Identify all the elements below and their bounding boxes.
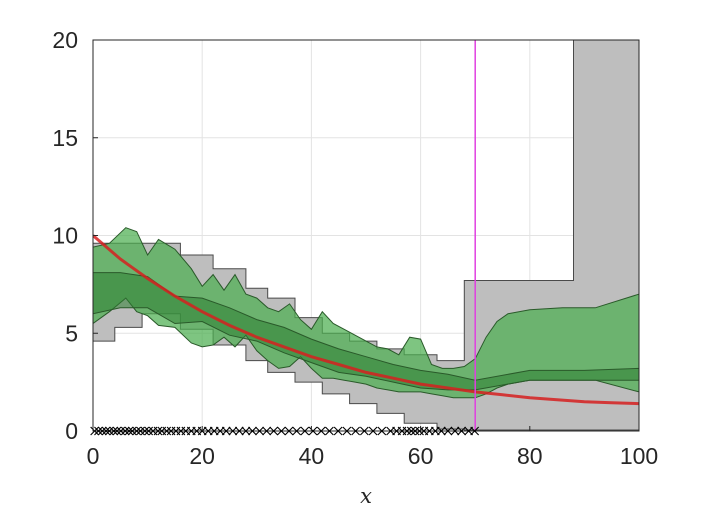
x-axis-label: x bbox=[360, 484, 372, 508]
sample-marker bbox=[316, 426, 326, 436]
sample-marker bbox=[342, 426, 352, 436]
sample-marker bbox=[221, 426, 231, 436]
sample-marker bbox=[262, 426, 272, 436]
sample-marker bbox=[136, 426, 145, 436]
sample-marker bbox=[308, 426, 318, 436]
x-tick-label: 60 bbox=[408, 443, 434, 469]
green-band bbox=[93, 227, 639, 399]
sample-marker bbox=[436, 426, 446, 436]
sample-marker bbox=[377, 426, 387, 436]
sample-marker bbox=[132, 426, 142, 436]
sample-marker bbox=[144, 426, 154, 436]
y-tick-label: 0 bbox=[65, 418, 78, 444]
sample-marker bbox=[415, 426, 424, 436]
x-tick-label: 20 bbox=[189, 443, 215, 469]
sample-marker bbox=[292, 426, 302, 436]
y-tick-label: 10 bbox=[52, 223, 78, 249]
sample-marker bbox=[248, 426, 257, 436]
sample-marker bbox=[120, 426, 130, 436]
sample-marker bbox=[368, 426, 378, 436]
sample-marker bbox=[450, 426, 460, 436]
sample-marker bbox=[127, 426, 137, 436]
sample-marker bbox=[234, 426, 244, 436]
sample-marker bbox=[109, 426, 119, 436]
sample-marker bbox=[140, 426, 150, 436]
sample-marker bbox=[333, 426, 343, 436]
sample-marker bbox=[124, 426, 134, 436]
x-tick-label: 40 bbox=[299, 443, 325, 469]
sample-marker bbox=[359, 426, 369, 436]
sample-marker bbox=[112, 426, 122, 436]
x-tick-label: 80 bbox=[517, 443, 543, 469]
sample-marker bbox=[104, 426, 114, 436]
sample-marker bbox=[457, 426, 466, 436]
sample-marker bbox=[241, 426, 251, 436]
sample-marker bbox=[97, 426, 107, 436]
sample-marker bbox=[255, 426, 264, 436]
y-tick-label: 15 bbox=[52, 125, 78, 151]
sample-marker bbox=[162, 426, 172, 436]
sample-marker bbox=[276, 426, 286, 436]
sample-marker bbox=[470, 426, 480, 436]
sample-marker bbox=[325, 426, 334, 436]
x-tick-label: 100 bbox=[620, 443, 658, 469]
sample-marker bbox=[406, 426, 416, 436]
green-inner-band bbox=[93, 272, 639, 391]
sample-marker bbox=[153, 426, 163, 436]
sample-marker bbox=[300, 426, 310, 436]
sample-marker bbox=[410, 426, 420, 436]
sample-marker bbox=[228, 426, 238, 436]
sample-marker bbox=[101, 426, 111, 436]
sample-marker bbox=[269, 426, 279, 436]
sample-marker bbox=[94, 426, 103, 436]
y-tick-label: 20 bbox=[52, 27, 78, 53]
sample-marker bbox=[284, 426, 294, 436]
y-tick-label: 5 bbox=[65, 320, 78, 346]
true-curve bbox=[93, 234, 639, 406]
sample-marker bbox=[351, 426, 361, 436]
x-tick-label: 0 bbox=[87, 443, 100, 469]
sample-marker bbox=[402, 426, 412, 436]
sample-marker bbox=[443, 426, 453, 436]
sample-marker bbox=[116, 426, 126, 436]
